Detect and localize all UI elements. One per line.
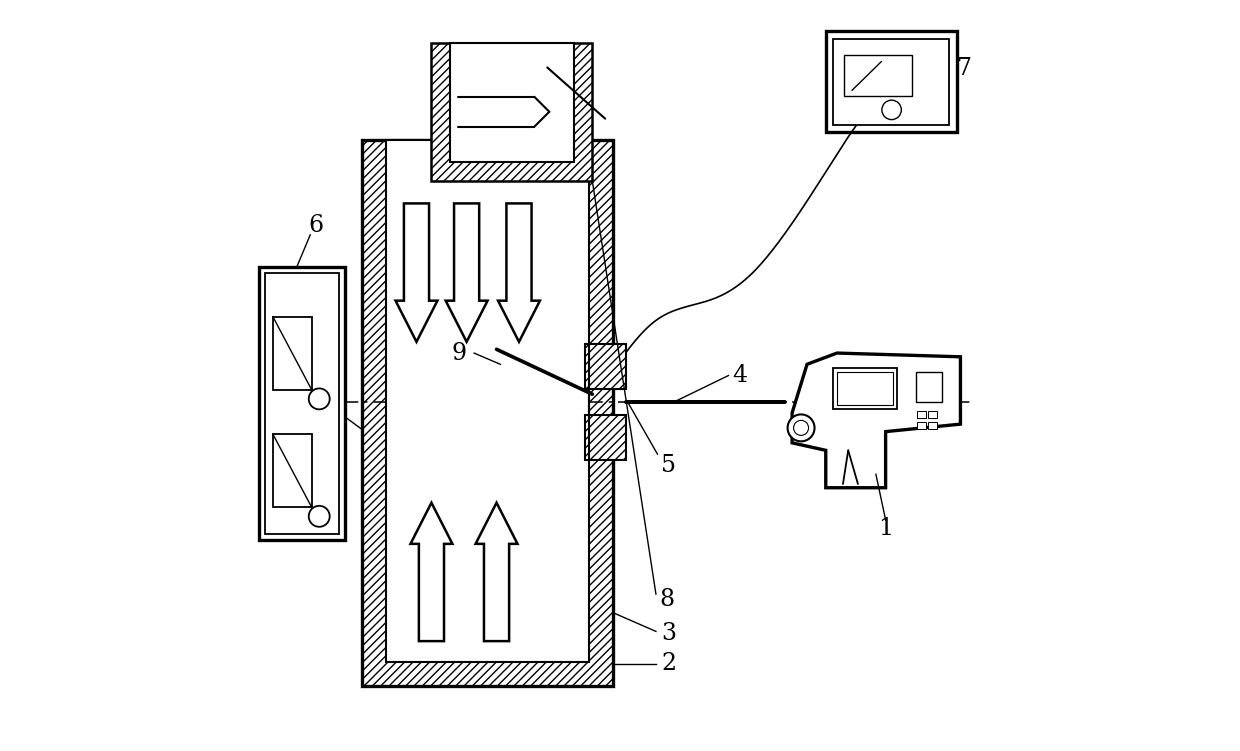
Polygon shape <box>792 353 961 487</box>
Circle shape <box>309 506 330 526</box>
Polygon shape <box>410 502 453 641</box>
Bar <box>915 372 941 402</box>
Bar <box>450 43 574 162</box>
Polygon shape <box>445 204 487 342</box>
Text: 7: 7 <box>957 57 972 80</box>
Bar <box>844 56 911 96</box>
Bar <box>929 422 937 429</box>
Bar <box>833 368 897 409</box>
Bar <box>432 43 593 181</box>
Bar <box>929 412 937 418</box>
Circle shape <box>794 421 808 436</box>
Text: 2: 2 <box>661 652 676 675</box>
Bar <box>585 344 626 388</box>
Text: 3: 3 <box>661 622 676 645</box>
Bar <box>918 412 926 418</box>
Polygon shape <box>498 204 539 342</box>
Text: 6: 6 <box>308 214 324 237</box>
Polygon shape <box>476 502 517 641</box>
Bar <box>386 140 589 662</box>
Text: 1: 1 <box>878 517 893 541</box>
Circle shape <box>309 388 330 409</box>
Bar <box>273 317 311 390</box>
Circle shape <box>882 100 901 119</box>
Text: 4: 4 <box>732 364 748 387</box>
Bar <box>918 422 926 429</box>
Bar <box>826 32 957 132</box>
Bar <box>259 267 346 540</box>
Text: 8: 8 <box>660 589 675 611</box>
Bar <box>273 434 311 508</box>
Bar <box>265 273 340 534</box>
Text: 5: 5 <box>661 454 676 477</box>
Circle shape <box>787 415 815 442</box>
Polygon shape <box>396 204 438 342</box>
Bar <box>837 372 893 406</box>
Bar <box>833 39 949 125</box>
Bar <box>362 140 613 686</box>
Bar <box>585 415 626 460</box>
Text: 9: 9 <box>451 342 466 364</box>
